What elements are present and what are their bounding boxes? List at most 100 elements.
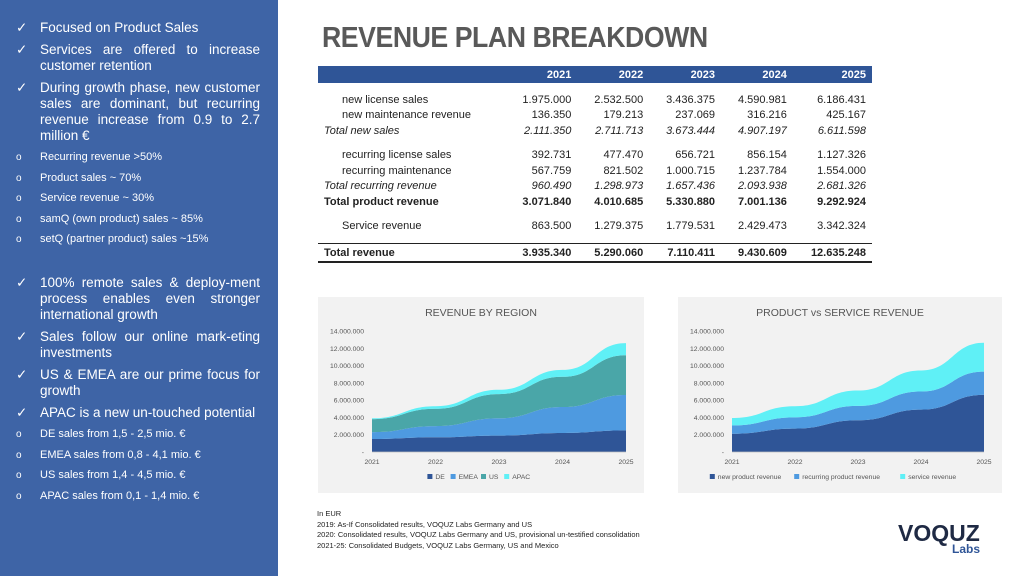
area-series-us [372,355,626,433]
legend-swatch [709,474,715,479]
y-tick-label: 10.000.000 [690,363,724,370]
bullet-text: EMEA sales from 0,8 - 4,1 mio. € [40,448,201,461]
circle-bullet-icon: o [16,193,22,204]
chart-title: PRODUCT vs SERVICE REVENUE [756,307,924,319]
value-cell: 12.635.248 [792,243,872,263]
value-cell: 1.657.436 [666,180,716,193]
x-tick-label: 2022 [787,459,802,466]
checkmark-icon: ✓ [16,275,28,290]
checkmark-icon: ✓ [16,367,28,382]
check-bullet: ✓ 100% remote sales & deploy-ment process… [16,275,260,323]
value-cell: 3.935.340 [505,243,578,263]
year-header: 2022 [577,66,650,83]
row-label: recurring license sales [342,149,452,162]
table-row: recurring license sales 392.731 477.470 656… [318,148,872,164]
x-tick-label: 2024 [555,459,570,466]
value-cell: 2.093.938 [737,180,787,193]
table-header-row: 2021 2022 2023 2024 2025 [318,66,872,83]
y-tick-label: 12.000.000 [690,346,724,353]
year-header: 2021 [505,66,578,83]
sub-bullet: o Recurring revenue >50% [16,150,260,164]
sub-bullet: o setQ (partner product) sales ~15% [16,232,260,246]
value-cell: 2.532.500 [594,93,644,106]
circle-bullet-icon: o [16,213,22,225]
sub-bullet: o samQ (own product) sales ~ 85% [16,212,260,226]
spacer-row [318,210,872,219]
table-row: Total product revenue 3.071.840 4.010.685 5… [318,194,872,210]
row-label: new license sales [342,93,429,106]
legend-swatch [427,474,433,479]
x-tick-label: 2023 [850,459,865,466]
bullet-text: During growth phase, new customer sales … [40,80,260,143]
x-tick-label: 2025 [976,459,991,466]
sub-bullet: o Service revenue ~ 30% [16,191,260,205]
legend-label: service revenue [908,474,956,481]
logo-sub: Labs [952,542,981,556]
value-cell: 136.350 [531,109,572,122]
value-cell: 5.290.060 [577,243,650,263]
value-cell: 237.069 [675,109,716,122]
checkmark-icon: ✓ [16,20,28,35]
sub-bullet: o EMEA sales from 0,8 - 4,1 mio. € [16,448,260,462]
bullet-text: Recurring revenue >50% [40,151,162,163]
value-cell: 179.213 [603,109,644,122]
y-tick-label: 6.000.000 [334,398,364,405]
bullet-text: US & EMEA are our prime focus for growth [40,367,260,398]
row-label: Total new sales [324,124,400,137]
x-tick-label: 2021 [724,459,739,466]
legend-label: EMEA [459,474,479,481]
check-bullet: ✓ During growth phase, new customer sales… [16,80,260,144]
y-tick-label: - [722,450,724,457]
year-header: 2025 [792,66,872,83]
footnote: In EUR [317,509,342,518]
sub-bullet: o US sales from 1,4 - 4,5 mio. € [16,468,260,482]
area-series-new-product-revenue [732,394,984,452]
value-cell: 3.071.840 [522,195,572,208]
chart-svg: REVENUE BY REGION - 2.000.000 4.000.000 6.00… [330,307,634,481]
value-cell: 7.110.411 [649,243,722,263]
circle-bullet-icon: o [16,234,22,245]
row-label: Service revenue [342,220,422,233]
table-row: Total revenue 3.935.340 5.290.060 7.110.411… [318,243,872,263]
value-cell: 2.711.713 [595,124,644,137]
sub-bullet: o Product sales ~ 70% [16,171,260,185]
value-cell: 3.436.375 [666,93,716,106]
circle-bullet-icon: o [16,449,22,461]
checkmark-icon: ✓ [16,80,28,95]
bullet-text: Service revenue ~ 30% [40,192,155,204]
voquz-logo: VOQUZ Labs [898,520,988,556]
x-tick-label: 2024 [913,459,928,466]
y-tick-label: 2.000.000 [694,432,724,439]
value-cell: 656.721 [675,149,716,162]
chart-svg: PRODUCT vs SERVICE REVENUE - 2.000.000 4.00… [690,307,992,481]
product-vs-service-chart: PRODUCT vs SERVICE REVENUE - 2.000.000 4.00… [678,297,1002,493]
value-cell: 960.490 [531,180,572,193]
year-header: 2023 [649,66,722,83]
table-row: new maintenance revenue 136.350 179.213 237… [318,108,872,124]
bullet-text: samQ (own product) sales ~ 85% [40,212,203,225]
y-tick-label: 10.000.000 [330,363,364,370]
legend-label: US [489,474,499,481]
x-tick-label: 2022 [428,459,443,466]
value-cell: 9.292.924 [817,195,866,208]
footnotes: In EUR 2019: As-If Consolidated results,… [317,509,640,551]
year-header: 2024 [721,66,793,83]
sidebar-panel: ✓ Focused on Product Sales ✓ Services are o… [0,0,278,576]
circle-bullet-icon: o [16,152,22,163]
spacer-row [318,234,872,244]
row-label: Total product revenue [324,195,439,208]
value-cell: 2.429.473 [737,220,787,233]
value-cell: 1.237.784 [737,164,787,177]
y-tick-label: 2.000.000 [334,432,364,439]
check-bullet: ✓ APAC is a new un-touched potential [16,405,260,421]
x-tick-label: 2025 [618,459,633,466]
area-series-service-revenue [732,342,984,426]
bullet-text: APAC is a new un-touched potential [40,405,256,420]
bullet-text: Focused on Product Sales [40,20,199,35]
circle-bullet-icon: o [16,172,22,184]
legend-swatch [900,474,906,479]
table-row: Total recurring revenue 960.490 1.298.973 1… [318,179,872,195]
row-label: recurring maintenance [342,164,452,177]
value-cell: 1.779.531 [666,220,716,233]
value-cell: 1.000.715 [666,164,716,177]
